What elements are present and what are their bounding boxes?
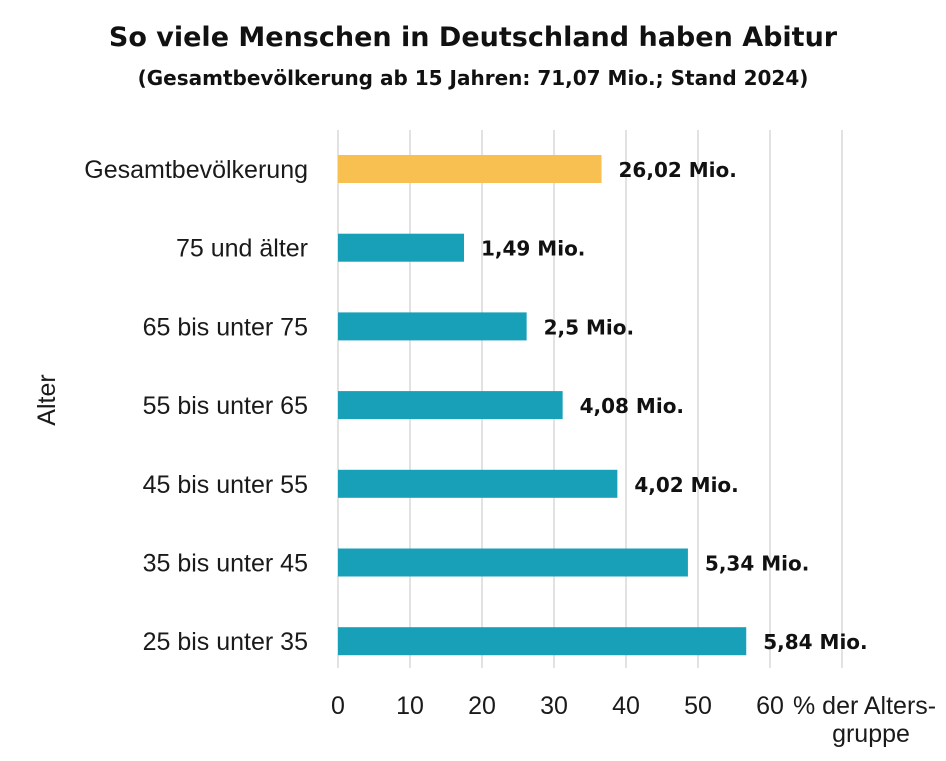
value-labels: 26,02 Mio. 1,49 Mio. 2,5 Mio. 4,08 Mio. 4,02…	[481, 158, 868, 654]
x-tick-label: 40	[612, 692, 640, 720]
category-labels: Gesamtbevölkerung 75 und älter 65 bis unte…	[84, 156, 308, 656]
chart-subtitle: (Gesamtbevölkerung ab 15 Jahren: 71,07 M…	[137, 66, 809, 90]
bar	[338, 391, 563, 420]
bar	[338, 469, 618, 498]
value-label: 5,84 Mio.	[763, 630, 867, 654]
value-label: 1,49 Mio.	[481, 237, 585, 261]
bar	[338, 233, 464, 262]
x-axis-label-line: gruppe	[832, 720, 910, 748]
bar	[338, 548, 688, 577]
x-tick-labels: 0 10 20 30 40 50 60	[331, 692, 784, 720]
bar	[338, 627, 747, 656]
category-label: 55 bis unter 65	[143, 392, 308, 420]
value-label: 4,02 Mio.	[634, 473, 738, 497]
x-tick-label: 10	[396, 692, 424, 720]
y-axis-label: Alter	[33, 374, 61, 425]
x-tick-label: 60	[756, 692, 784, 720]
category-label: 25 bis unter 35	[143, 628, 308, 656]
bar	[338, 312, 527, 341]
value-label: 2,5 Mio.	[544, 315, 635, 339]
x-tick-label: 0	[331, 692, 345, 720]
x-tick-label: 20	[468, 692, 496, 720]
category-label: 75 und älter	[176, 235, 308, 263]
chart-title: So viele Menschen in Deutschland haben A…	[108, 22, 838, 53]
value-label: 26,02 Mio.	[619, 158, 737, 182]
category-label: 65 bis unter 75	[143, 313, 308, 341]
x-tick-label: 50	[684, 692, 712, 720]
bars	[338, 155, 747, 656]
category-label: 35 bis unter 45	[143, 550, 308, 578]
category-label: 45 bis unter 55	[143, 471, 308, 499]
bar	[338, 155, 602, 183]
value-label: 4,08 Mio.	[580, 394, 684, 418]
x-tick-label: 30	[540, 692, 568, 720]
x-axis-label-line: % der Alters-	[793, 692, 936, 720]
value-label: 5,34 Mio.	[705, 552, 809, 576]
x-axis-label: % der Alters-gruppe	[793, 692, 936, 748]
category-label: Gesamtbevölkerung	[84, 156, 308, 184]
